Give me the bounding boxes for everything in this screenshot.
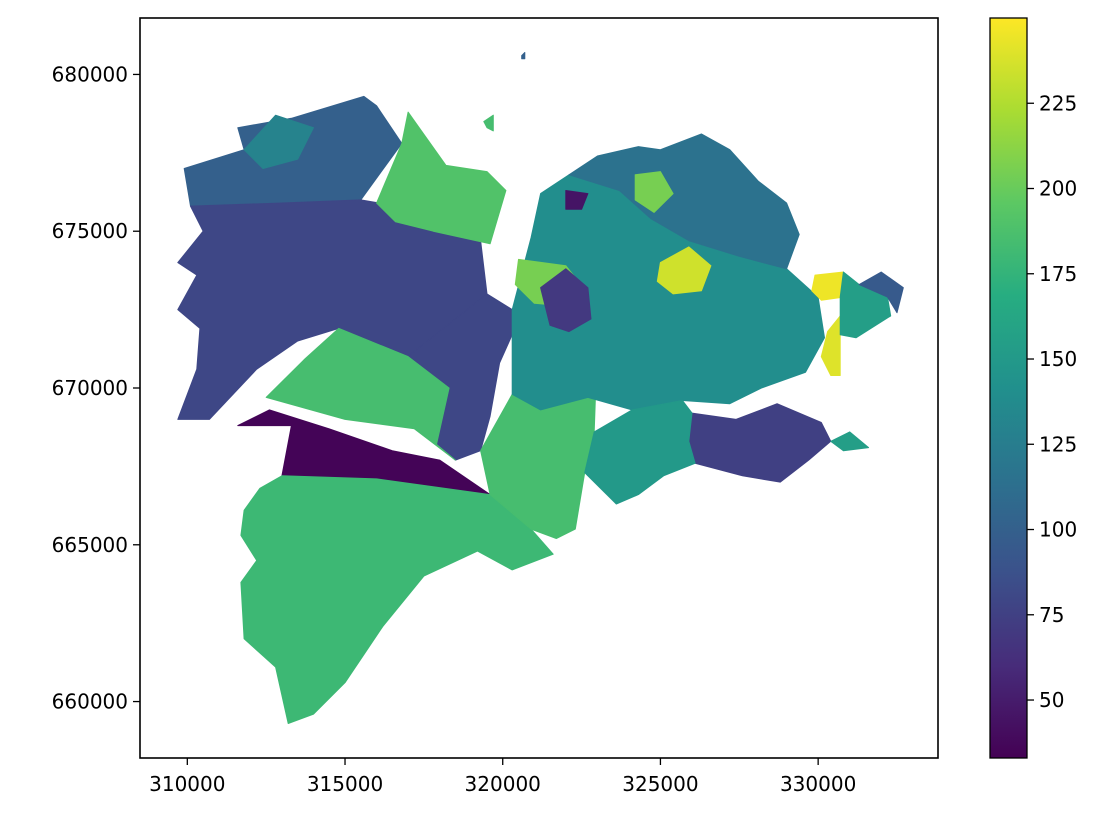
colorbar	[989, 17, 1028, 759]
x-tick-label: 325000	[622, 772, 698, 796]
colorbar-tick-label: 150	[1039, 347, 1077, 371]
colorbar-tick-label: 100	[1039, 518, 1077, 542]
y-axis: 660000 665000 670000 675000 680000	[52, 62, 140, 714]
region-east-teal	[839, 271, 892, 339]
region-east-navy	[858, 271, 904, 314]
x-axis: 310000 315000 320000 325000 330000	[149, 758, 856, 796]
region-east-yellow-1	[811, 271, 844, 301]
map-regions	[177, 52, 904, 724]
region-dark-band	[237, 409, 491, 496]
region-dark-small	[565, 190, 589, 210]
y-tick-label: 660000	[52, 690, 128, 714]
region-north-central	[376, 111, 507, 245]
region-southwest	[240, 475, 554, 724]
colorbar-tick-label: 50	[1039, 688, 1064, 712]
region-east-purple	[688, 403, 832, 483]
y-tick-label: 670000	[52, 376, 128, 400]
region-centre-north	[568, 133, 800, 270]
colorbar-tick-label: 75	[1039, 603, 1064, 627]
colorbar-axis: 50 75 100 125 150 175 200 225	[1027, 91, 1077, 712]
colorbar-tick-label: 225	[1039, 91, 1077, 115]
region-island-dot	[521, 52, 526, 60]
region-yellow-core	[656, 246, 712, 295]
region-south-centre-teal	[584, 400, 696, 505]
y-tick-label: 675000	[52, 219, 128, 243]
region-east-yellow-2	[820, 315, 841, 376]
region-east-tail	[830, 431, 870, 452]
x-tick-label: 310000	[149, 772, 225, 796]
region-north-west-top	[243, 114, 314, 169]
region-purple-west-centre	[540, 268, 592, 333]
x-tick-label: 330000	[780, 772, 856, 796]
x-tick-label: 315000	[307, 772, 383, 796]
colorbar-tick-label: 125	[1039, 432, 1077, 456]
x-tick-label: 320000	[465, 772, 541, 796]
colorbar-tick-label: 200	[1039, 177, 1077, 201]
region-west-green	[265, 327, 456, 461]
y-tick-label: 665000	[52, 533, 128, 557]
y-tick-label: 680000	[52, 62, 128, 86]
colorbar-tick-label: 175	[1039, 262, 1077, 286]
region-island	[483, 114, 494, 132]
region-north-spot	[634, 171, 674, 213]
